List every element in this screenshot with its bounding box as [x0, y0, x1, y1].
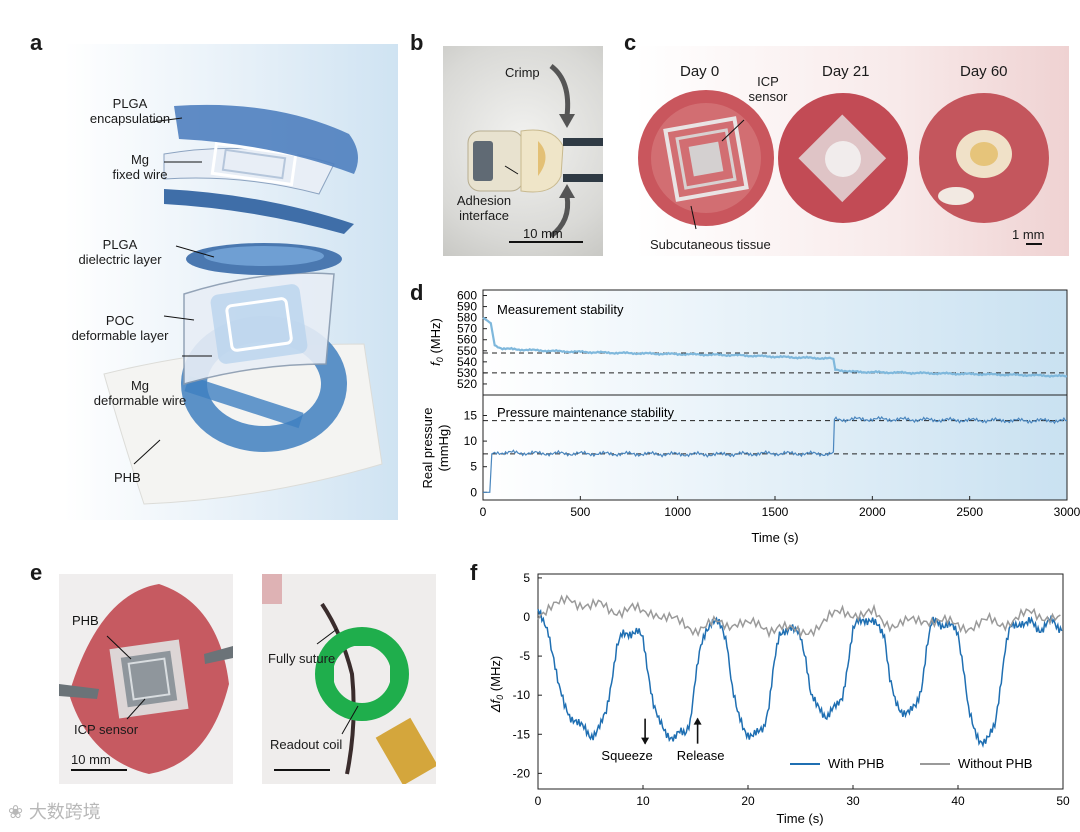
d-bottom-ylabel: Real pressure(mmHg)	[420, 408, 451, 489]
panel-a-figure	[64, 44, 398, 520]
f-xtick-label-40: 40	[951, 794, 965, 808]
d-top-ytick-label-520: 520	[457, 377, 477, 391]
panel-b-photo	[443, 46, 603, 256]
d-top-ytick-label-580: 580	[457, 311, 477, 325]
label-b-scale: 10 mm	[523, 226, 563, 241]
f-ytick-label--20: -20	[513, 766, 531, 780]
f-ylabel-unit: (MHz)	[488, 656, 503, 695]
label-fully-suture: Fully suture	[268, 651, 336, 666]
d-bottom-ylabel-line1: Real pressure	[420, 408, 435, 489]
label-mg-deformable-wire: Mg deformable wire	[93, 378, 187, 408]
d-bottom-xtick-label-500: 500	[570, 505, 590, 519]
f-series-without-phb	[537, 594, 1061, 639]
d-top-plot-bg	[482, 289, 1068, 396]
d-bottom-title: Pressure maintenance stability	[497, 405, 675, 420]
label-c-scale: 1 mm	[1012, 227, 1045, 242]
f-xtick-label-30: 30	[846, 794, 860, 808]
label-adhesion-interface: Adhesion interface	[456, 193, 512, 223]
f-ytick-label--15: -15	[513, 727, 531, 741]
d-top-ytick-label-560: 560	[457, 333, 477, 347]
label-plga-dielectric: PLGA dielectric layer	[78, 237, 162, 267]
label-phb-e: PHB	[72, 613, 99, 628]
watermark-text: 大数跨境	[28, 802, 101, 823]
exploded-layer-illustration	[103, 104, 383, 505]
label-day-21: Day 21	[822, 63, 870, 80]
panel-e-photo-left	[59, 574, 233, 784]
d-bottom-plot-bg	[482, 394, 1068, 501]
label-crimp: Crimp	[505, 65, 540, 80]
f-xtick-label-20: 20	[741, 794, 755, 808]
panel-letter-a: a	[30, 30, 43, 55]
f-legend-label-1: Without PHB	[958, 756, 1032, 771]
d-bottom-ytick-label-10: 10	[464, 434, 478, 448]
f-legend-label-0: With PHB	[828, 756, 884, 771]
panel-letter-b: b	[410, 30, 424, 55]
f-ytick-label-0: 0	[523, 610, 530, 624]
d-top-ytick-label-570: 570	[457, 322, 477, 336]
d-top-ytick-label-540: 540	[457, 355, 477, 369]
rat-implant-photo	[59, 584, 233, 774]
panel-letter-f: f	[470, 560, 478, 585]
panel-c-photo-strip	[636, 46, 1069, 256]
implant-site-photos	[638, 90, 1049, 245]
panel-e-photo-right	[262, 574, 436, 784]
d-top-ylabel-unit: (MHz)	[428, 318, 443, 357]
panel-letter-c: c	[624, 30, 637, 55]
label-icp-sensor-c: ICP sensor	[748, 74, 788, 104]
f-arrowhead-release	[693, 717, 702, 725]
d-bottom-series-line	[483, 415, 1068, 493]
d-top-ytick-label-590: 590	[457, 300, 477, 314]
f-xtick-label-0: 0	[535, 794, 542, 808]
label-e-scale: 10 mm	[71, 752, 111, 767]
panel-letter-d: d	[410, 280, 424, 305]
d-top-series-line	[482, 316, 1068, 378]
d-top-title: Measurement stability	[497, 302, 624, 317]
f-ytick-label--5: -5	[519, 649, 530, 663]
d-top-ylabel: f0 (MHz)	[428, 318, 445, 366]
f-xtick-label-50: 50	[1056, 794, 1070, 808]
f-xtick-label-10: 10	[636, 794, 650, 808]
watermark-logo: ❀ 大数跨境	[8, 802, 101, 823]
d-bottom-ytick-label-15: 15	[464, 408, 478, 422]
d-top-ytick-label-600: 600	[457, 289, 477, 303]
f-ytick-label-5: 5	[523, 571, 530, 585]
d-bottom-xtick-label-1500: 1500	[762, 505, 789, 519]
d-bottom-ylabel-line2: (mmHg)	[436, 425, 451, 472]
d-top-ylabel-sub: 0	[435, 357, 445, 362]
label-subcutaneous-tissue: Subcutaneous tissue	[650, 237, 771, 252]
d-bottom-xtick-label-2500: 2500	[956, 505, 983, 519]
f-ylabel-main: Δf	[488, 698, 503, 713]
f-xlabel: Time (s)	[776, 811, 823, 826]
f-arrowhead-squeeze	[641, 737, 650, 745]
panel-letter-e: e	[30, 560, 43, 585]
d-xlabel: Time (s)	[751, 530, 798, 545]
label-day-60: Day 60	[960, 63, 1008, 80]
d-top-ytick-label-530: 530	[457, 366, 477, 380]
label-mg-fixed-wire: Mg fixed wire	[112, 152, 168, 182]
label-phb: PHB	[114, 470, 141, 485]
f-ylabel-sub: 0	[495, 695, 505, 700]
d-top-ytick-label-550: 550	[457, 344, 477, 358]
d-bottom-xtick-label-1000: 1000	[664, 505, 691, 519]
label-plga-encapsulation: PLGA encapsulation	[89, 96, 171, 126]
d-bottom-xtick-label-0: 0	[480, 505, 487, 519]
label-icp-sensor-e: ICP sensor	[74, 722, 139, 737]
d-bottom-xtick-label-2000: 2000	[859, 505, 886, 519]
rat-readout-photo	[262, 574, 436, 784]
d-bottom-ytick-label-0: 0	[470, 485, 477, 499]
d-top-ylabel-f: f	[428, 361, 443, 366]
crimp-device-photo	[467, 64, 603, 243]
f-annotation-release: Release	[677, 748, 725, 763]
d-bottom-xtick-label-3000: 3000	[1054, 505, 1080, 519]
d-bottom-ytick-label-5: 5	[470, 460, 477, 474]
label-readout-coil: Readout coil	[270, 737, 343, 752]
f-ylabel: Δf0 (MHz)	[488, 656, 505, 713]
label-poc-deformable: POC deformable layer	[71, 313, 169, 343]
f-annotation-squeeze: Squeeze	[601, 748, 652, 763]
f-ytick-label--10: -10	[513, 688, 531, 702]
label-day-0: Day 0	[680, 63, 720, 80]
